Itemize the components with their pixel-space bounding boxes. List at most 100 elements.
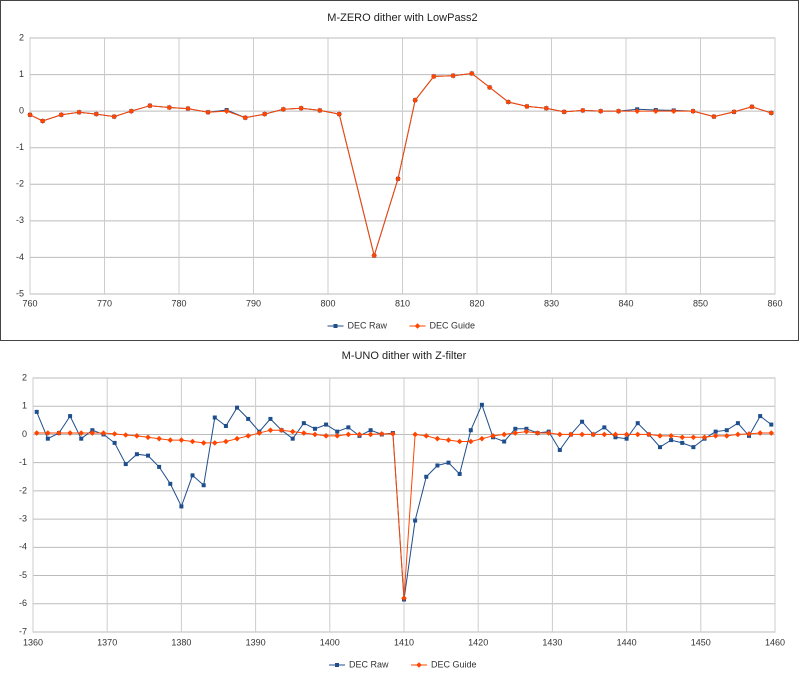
data-point xyxy=(768,430,775,436)
data-point xyxy=(78,430,85,436)
y-tick-label: 2 xyxy=(22,372,27,382)
data-point xyxy=(457,471,462,476)
data-point xyxy=(423,433,430,439)
data-point xyxy=(430,73,437,80)
data-point xyxy=(612,431,619,438)
x-tick-label: 1400 xyxy=(320,637,340,647)
data-point xyxy=(735,431,741,438)
data-point xyxy=(317,107,323,114)
data-point xyxy=(635,421,640,426)
data-point xyxy=(615,108,622,114)
data-point xyxy=(93,111,100,117)
y-tick-label: -4 xyxy=(16,252,24,262)
y-tick-label: 0 xyxy=(19,106,24,116)
data-point xyxy=(301,421,306,426)
data-point xyxy=(128,108,135,114)
data-point xyxy=(335,429,340,434)
data-point xyxy=(501,431,507,438)
data-point xyxy=(468,70,475,77)
data-point xyxy=(713,429,718,434)
data-point xyxy=(89,430,96,436)
legend-label: DEC Raw xyxy=(349,659,389,669)
data-point xyxy=(312,431,318,438)
data-point xyxy=(45,436,50,441)
data-point xyxy=(334,433,341,439)
x-tick-label: 1390 xyxy=(246,637,266,647)
data-point xyxy=(580,419,585,424)
data-point xyxy=(45,430,51,436)
data-point xyxy=(758,414,763,419)
data-point xyxy=(561,109,567,115)
x-tick-label: 760 xyxy=(22,298,37,308)
data-point xyxy=(486,84,493,91)
data-point xyxy=(312,426,317,431)
data-point xyxy=(289,428,296,435)
x-tick-label: 800 xyxy=(320,298,335,308)
data-point xyxy=(27,112,33,118)
data-point xyxy=(597,108,604,114)
y-tick-label: -4 xyxy=(19,542,27,552)
data-point xyxy=(513,426,518,431)
data-point xyxy=(680,440,685,445)
data-point xyxy=(201,483,206,488)
data-point xyxy=(490,433,496,439)
legend-marker xyxy=(416,662,422,668)
x-tick-label: 1360 xyxy=(23,637,43,647)
legend-marker xyxy=(333,324,338,328)
data-point xyxy=(123,462,128,467)
data-point xyxy=(446,460,451,465)
data-point xyxy=(356,431,363,438)
data-point xyxy=(39,118,46,124)
x-tick-label: 860 xyxy=(767,298,782,308)
x-tick-label: 830 xyxy=(544,298,559,308)
x-tick-label: 810 xyxy=(395,298,410,308)
data-point xyxy=(345,431,352,438)
data-point xyxy=(653,108,659,114)
data-point xyxy=(601,431,608,438)
x-tick-label: 850 xyxy=(693,298,708,308)
data-point xyxy=(401,595,407,601)
data-point xyxy=(579,107,586,114)
data-point xyxy=(701,434,708,441)
y-tick-label: -1 xyxy=(16,142,24,152)
data-point xyxy=(690,434,697,441)
data-point xyxy=(534,430,541,436)
data-point xyxy=(602,425,607,430)
x-tick-label: 1420 xyxy=(468,637,488,647)
data-point xyxy=(56,430,62,436)
data-point xyxy=(634,431,641,438)
data-point xyxy=(502,439,507,444)
data-point xyxy=(690,108,696,114)
data-point xyxy=(468,428,473,433)
y-tick-label: 0 xyxy=(22,429,27,439)
x-tick-label: 770 xyxy=(97,298,112,308)
x-tick-label: 1450 xyxy=(691,637,711,647)
data-point xyxy=(412,431,418,438)
y-tick-label: 2 xyxy=(19,32,24,42)
data-point xyxy=(111,431,118,437)
x-tick-label: 1430 xyxy=(542,637,562,647)
data-point xyxy=(524,103,530,110)
data-point xyxy=(245,433,251,439)
data-point xyxy=(368,428,373,433)
y-tick-label: 1 xyxy=(22,401,27,411)
data-point xyxy=(445,437,452,443)
data-point xyxy=(346,425,351,430)
x-tick-label: 780 xyxy=(171,298,186,308)
data-point xyxy=(298,105,304,112)
data-point xyxy=(731,109,737,115)
x-tick-label: 1440 xyxy=(617,637,637,647)
legend-label: DEC Guide xyxy=(430,320,476,330)
data-point xyxy=(168,481,173,486)
data-point xyxy=(711,113,717,120)
data-point xyxy=(212,415,217,420)
data-point xyxy=(223,438,229,445)
data-point xyxy=(234,435,240,442)
data-point xyxy=(268,416,273,421)
data-point xyxy=(557,431,563,438)
chart-title: M-ZERO dither with LowPass2 xyxy=(327,12,477,24)
data-point xyxy=(723,433,730,439)
data-point xyxy=(568,431,574,438)
data-point xyxy=(324,422,329,427)
